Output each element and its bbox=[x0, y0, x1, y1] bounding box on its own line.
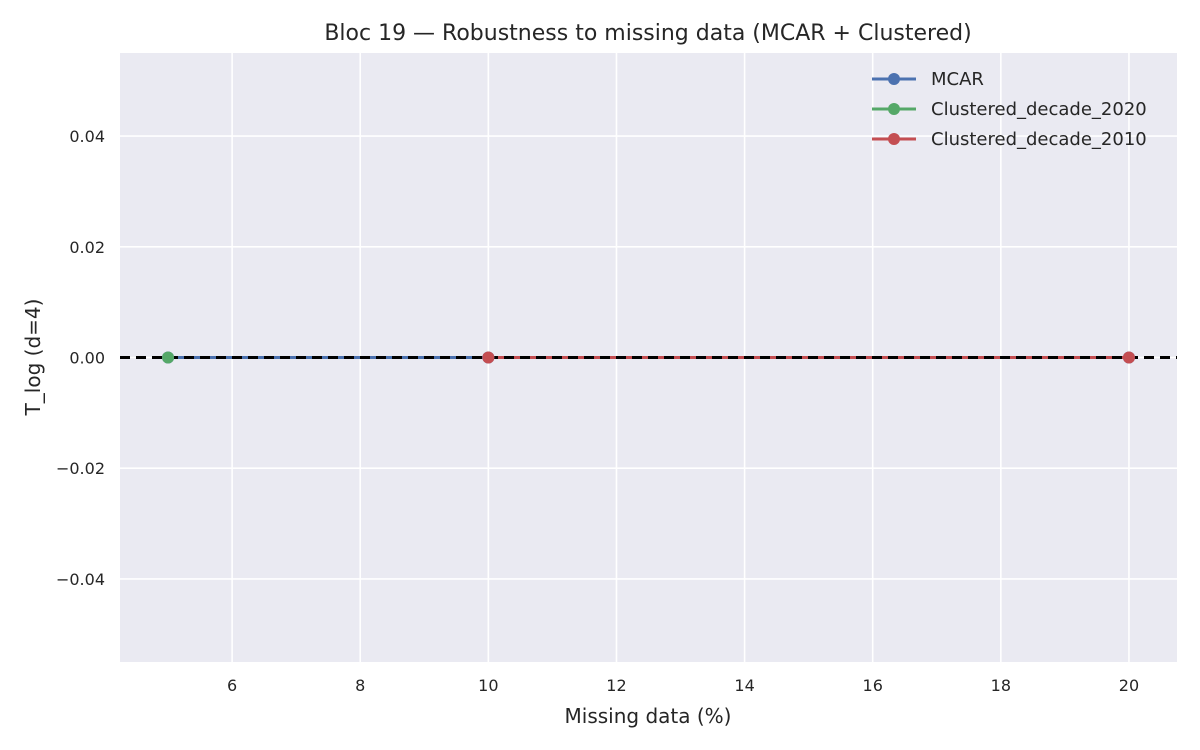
legend-entry-mcar: MCAR bbox=[872, 69, 984, 90]
x-tick-label: 20 bbox=[1119, 676, 1139, 695]
y-tick-label: −0.02 bbox=[56, 459, 105, 478]
x-tick-label: 14 bbox=[734, 676, 754, 695]
chart-title: Bloc 19 — Robustness to missing data (MC… bbox=[324, 21, 971, 46]
y-tick-label: 0.04 bbox=[69, 127, 105, 146]
x-tick-label: 16 bbox=[863, 676, 883, 695]
y-axis-label: T_log (d=4) bbox=[21, 299, 45, 417]
tick-labels: 6 8 10 12 14 16 18 20 −0.04 −0.02 0.00 0.02 0.04 bbox=[56, 127, 1139, 695]
x-tick-label: 8 bbox=[355, 676, 365, 695]
legend-marker bbox=[888, 103, 900, 115]
x-tick-label: 18 bbox=[991, 676, 1011, 695]
legend-marker bbox=[888, 133, 900, 145]
y-tick-label: 0.02 bbox=[69, 238, 105, 257]
legend-label: Clustered_decade_2020 bbox=[931, 99, 1147, 120]
data-point-clustered-decade-2020 bbox=[162, 351, 175, 364]
x-tick-label: 6 bbox=[227, 676, 237, 695]
legend-entry-clustered-decade-2020: Clustered_decade_2020 bbox=[872, 99, 1147, 120]
x-tick-label: 12 bbox=[606, 676, 626, 695]
data-point-clustered-decade-2010 bbox=[1122, 351, 1135, 364]
x-tick-label: 10 bbox=[478, 676, 498, 695]
data-point-clustered-decade-2010 bbox=[482, 351, 495, 364]
legend: MCAR Clustered_decade_2020 Clustered_decad… bbox=[872, 69, 1147, 150]
legend-entry-clustered-decade-2010: Clustered_decade_2010 bbox=[872, 129, 1147, 150]
legend-marker bbox=[888, 73, 900, 85]
y-tick-label: 0.00 bbox=[69, 349, 105, 368]
marker-layer bbox=[162, 351, 1135, 364]
x-axis-label: Missing data (%) bbox=[565, 704, 732, 728]
y-tick-label: −0.04 bbox=[56, 570, 105, 589]
legend-label: MCAR bbox=[931, 69, 984, 90]
legend-label: Clustered_decade_2010 bbox=[931, 129, 1147, 150]
